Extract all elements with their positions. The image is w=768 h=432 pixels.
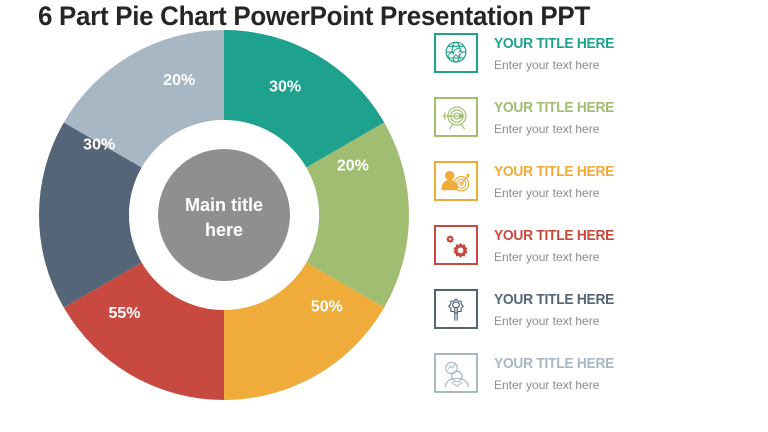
svg-text:55%: 55% (108, 305, 140, 322)
svg-text:20%: 20% (337, 157, 369, 174)
svg-text:here: here (205, 220, 243, 240)
svg-text:20%: 20% (163, 72, 195, 89)
svg-text:30%: 30% (269, 78, 301, 95)
svg-text:50%: 50% (311, 299, 343, 316)
svg-text:Main title: Main title (185, 195, 263, 215)
svg-text:30%: 30% (83, 137, 115, 154)
